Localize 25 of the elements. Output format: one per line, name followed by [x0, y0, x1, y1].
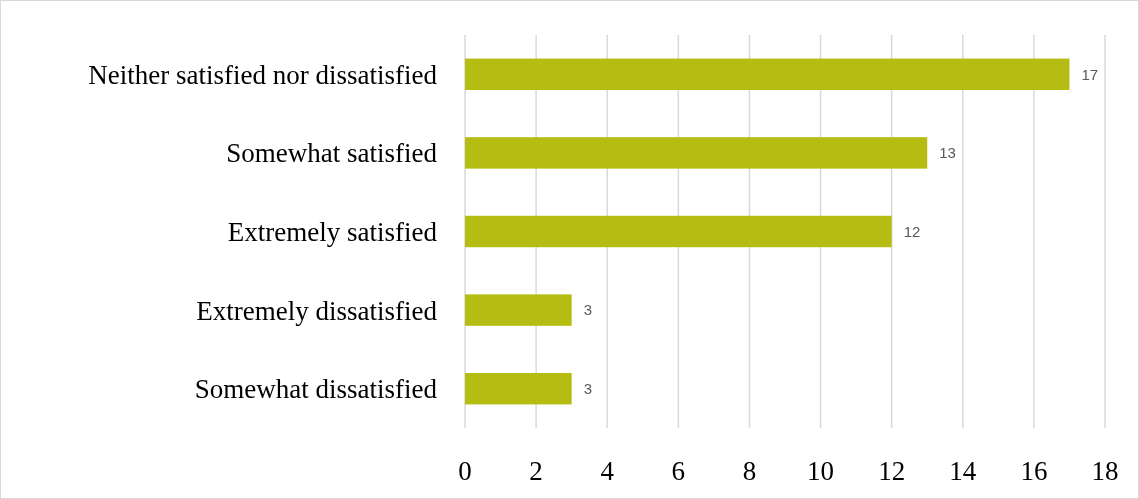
bar: [465, 372, 572, 405]
data-label: 3: [583, 301, 593, 319]
x-tick-label: 6: [671, 456, 686, 486]
x-tick-label: 16: [1020, 456, 1048, 486]
bar: [465, 137, 928, 169]
y-tick-label: Somewhat satisfied: [226, 138, 438, 169]
x-tick-label: 4: [600, 456, 615, 486]
bar: [465, 294, 572, 326]
x-tick-label: 8: [742, 456, 757, 486]
x-tick-label: 14: [949, 456, 977, 486]
x-tick-label: 12: [878, 456, 906, 486]
data-label: 13: [939, 144, 956, 162]
x-tick-label: 18: [1091, 456, 1119, 486]
data-label: 17: [1081, 65, 1099, 83]
y-tick-label: Extremely satisfied: [227, 216, 438, 247]
y-tick-label: Extremely dissatisfied: [196, 295, 438, 326]
x-tick-label: 2: [529, 456, 543, 486]
bar: [465, 215, 892, 248]
bar: [465, 58, 1070, 91]
data-label: 12: [903, 222, 921, 240]
x-tick-label: 10: [807, 456, 835, 486]
y-tick-label: Somewhat dissatisfied: [194, 374, 438, 405]
y-tick-label: Neither satisfied nor dissatisfied: [88, 59, 438, 90]
x-tick-label: 0: [458, 456, 472, 486]
data-label: 3: [583, 379, 593, 397]
